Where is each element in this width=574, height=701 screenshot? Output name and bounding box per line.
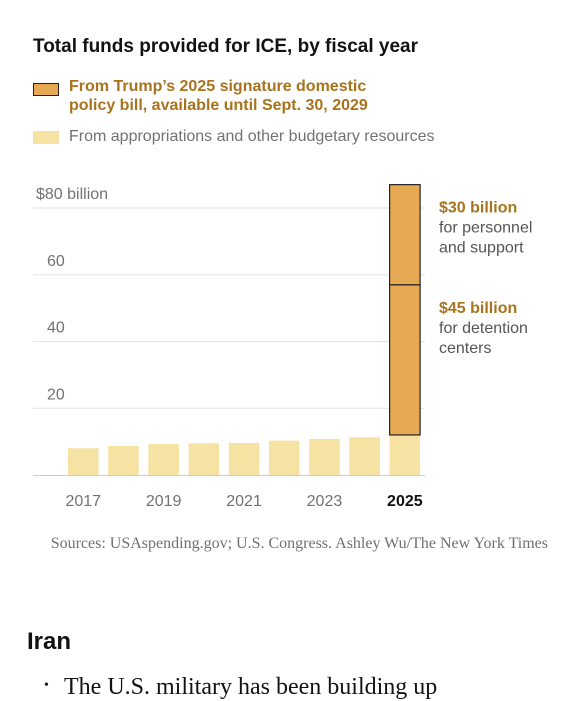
- x-tick-label: 2017: [65, 493, 101, 510]
- section-heading: Iran: [27, 628, 72, 655]
- y-tick-label: 60: [47, 253, 65, 270]
- bar-appropriations: [228, 442, 260, 475]
- bar-bill-segment: [389, 184, 421, 286]
- legend-label-bill: From Trump’s 2025 signature domestic pol…: [69, 77, 399, 115]
- annotation-text: for detention: [439, 320, 528, 337]
- legend-label-bill-line1: From Trump’s 2025 signature domestic: [69, 78, 367, 95]
- bar-appropriations: [188, 443, 220, 475]
- bar-bill-segment: [389, 284, 421, 436]
- x-tick-label: 2023: [307, 493, 343, 510]
- bullet-text: The U.S. military has been building up: [64, 674, 438, 700]
- chart-title: Total funds provided for ICE, by fiscal …: [33, 36, 419, 57]
- annotation-text: centers: [439, 340, 491, 357]
- bar-appropriations: [68, 448, 99, 475]
- bar-appropriations: [108, 445, 139, 475]
- bullet-dot-icon: •: [44, 678, 49, 693]
- legend-label-bill-line2: policy bill, available until Sept. 30, 2…: [69, 97, 368, 114]
- bar-appropriations: [309, 438, 340, 475]
- legend-item-appropriations: From appropriations and other budgetary …: [33, 127, 435, 146]
- x-tick-label: 2019: [146, 493, 182, 510]
- x-tick-label: 2025: [387, 493, 423, 510]
- bar-appropriations: [389, 434, 421, 475]
- legend-swatch-bill: [33, 83, 59, 96]
- legend-item-bill: From Trump’s 2025 signature domestic pol…: [33, 77, 399, 115]
- y-tick-label: $80 billion: [36, 186, 108, 203]
- bar-appropriations: [349, 437, 380, 475]
- annotation-text: and support: [439, 240, 524, 257]
- source-note: Sources: USAspending.gov; U.S. Congress.…: [50, 535, 548, 552]
- x-tick-label: 2021: [226, 493, 262, 510]
- annotation-text: for personnel: [439, 220, 532, 237]
- legend-label-appropriations: From appropriations and other budgetary …: [69, 128, 435, 145]
- legend-swatch-appropriations: [33, 131, 59, 144]
- y-tick-label: 40: [47, 320, 65, 337]
- bullet-item: • The U.S. military has been building up: [44, 674, 438, 701]
- annotation-value: $45 billion: [439, 300, 517, 317]
- annotation-value: $30 billion: [439, 200, 517, 217]
- bar-appropriations: [269, 440, 300, 475]
- y-tick-label: 20: [47, 386, 65, 403]
- bar-chart: 20 40 60 $80 billion $30 billion for personne…: [33, 184, 532, 510]
- bar-appropriations: [148, 443, 179, 475]
